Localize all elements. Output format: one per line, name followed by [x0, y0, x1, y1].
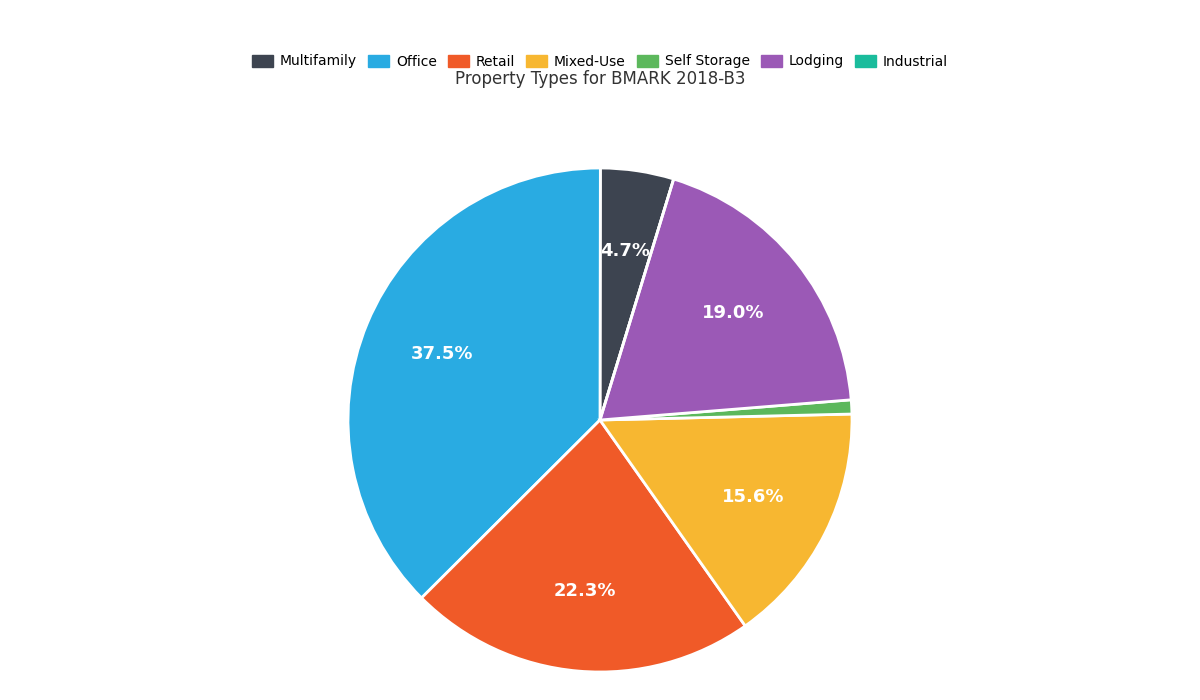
Title: Property Types for BMARK 2018-B3: Property Types for BMARK 2018-B3: [455, 70, 745, 88]
Wedge shape: [600, 179, 673, 420]
Text: 19.0%: 19.0%: [702, 304, 764, 321]
Wedge shape: [348, 168, 600, 598]
Text: 15.6%: 15.6%: [722, 488, 785, 506]
Wedge shape: [600, 414, 852, 626]
Legend: Multifamily, Office, Retail, Mixed-Use, Self Storage, Lodging, Industrial: Multifamily, Office, Retail, Mixed-Use, …: [247, 49, 953, 74]
Text: 22.3%: 22.3%: [554, 582, 617, 600]
Wedge shape: [421, 420, 745, 672]
Wedge shape: [600, 168, 673, 420]
Wedge shape: [600, 179, 851, 420]
Wedge shape: [600, 400, 852, 420]
Text: 4.7%: 4.7%: [600, 241, 650, 260]
Text: 37.5%: 37.5%: [410, 345, 473, 363]
